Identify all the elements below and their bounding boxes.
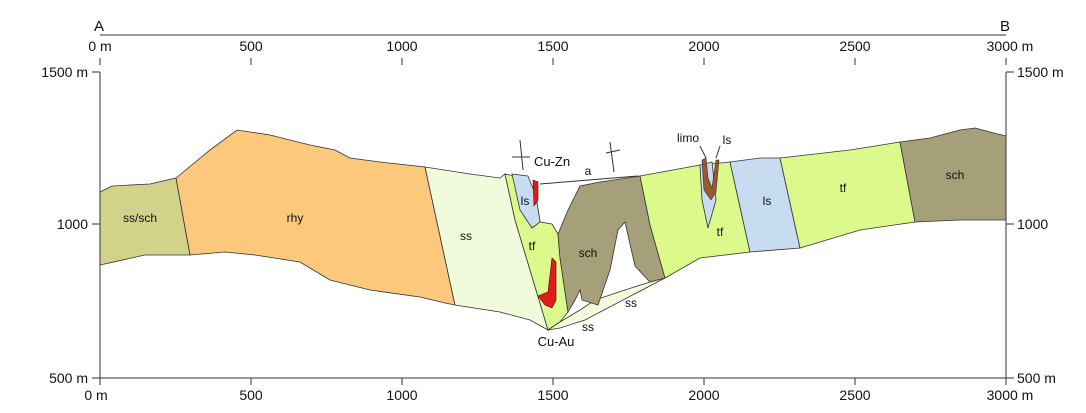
unit-label-rhy: rhy (287, 211, 304, 225)
y-label-left: 1500 m (41, 64, 88, 80)
x-tick-label-top: 2000 (688, 38, 719, 54)
x-tick-label-bottom: 2500 (839, 387, 870, 403)
unit-label-ss-west: ss (460, 229, 472, 243)
unit-label-ss-east-upper: ss (625, 296, 637, 310)
x-tick-label-bottom: 1000 (386, 387, 417, 403)
y-label-left: 1000 (57, 216, 88, 232)
unit-label-ss-sch: ss/sch (123, 211, 157, 225)
x-tick-label-top: 3000 m (987, 38, 1034, 54)
unit-label-tf-central: tf (529, 239, 536, 253)
unit-label-ls-upper: ls (723, 133, 732, 147)
y-label-right: 1500 m (1017, 64, 1064, 80)
unit-rhy-polygon (176, 130, 455, 305)
unit-label-ss-east-lower: ss (582, 320, 594, 334)
limo-leader-line (700, 146, 706, 158)
section-end-right-label: B (1000, 18, 1010, 35)
x-tick-label-top: 2500 (839, 38, 870, 54)
unit-label-ls-central: ls (521, 194, 530, 208)
y-label-right: 500 m (1017, 370, 1056, 386)
unit-label-tf-middle: tf (717, 225, 724, 239)
fold-axis-trace-east (610, 142, 614, 172)
unit-label-tf-east: tf (840, 181, 847, 195)
fold-axis-arrow-east (606, 150, 620, 153)
fold-axis-trace-west (520, 140, 523, 170)
unit-label-a: a (585, 164, 592, 178)
unit-label-limo: limo (677, 131, 699, 145)
x-tick-label-bottom: 0 m (84, 387, 107, 403)
section-end-left-label: A (94, 18, 104, 35)
x-tick-label-top: 500 (239, 38, 263, 54)
x-tick-label-top: 0 m (88, 38, 111, 54)
y-label-left: 500 m (49, 370, 88, 386)
ls-leader-line (716, 146, 720, 158)
ore-label-cu-zn: Cu-Zn (534, 154, 570, 169)
x-tick-label-bottom: 500 (239, 387, 263, 403)
unit-tf-east-polygon (780, 142, 915, 248)
ore-label-cu-au: Cu-Au (538, 334, 575, 349)
x-tick-label-bottom: 3000 m (987, 387, 1034, 403)
unit-label-ls-east: ls (763, 194, 772, 208)
unit-label-sch-central: sch (579, 246, 598, 260)
x-tick-label-top: 1500 (537, 38, 568, 54)
unit-label-sch-east: sch (946, 168, 965, 182)
x-tick-label-top: 1000 (386, 38, 417, 54)
y-label-right: 1000 (1017, 216, 1048, 232)
x-tick-label-bottom: 1500 (537, 387, 568, 403)
x-tick-label-bottom: 2000 (688, 387, 719, 403)
